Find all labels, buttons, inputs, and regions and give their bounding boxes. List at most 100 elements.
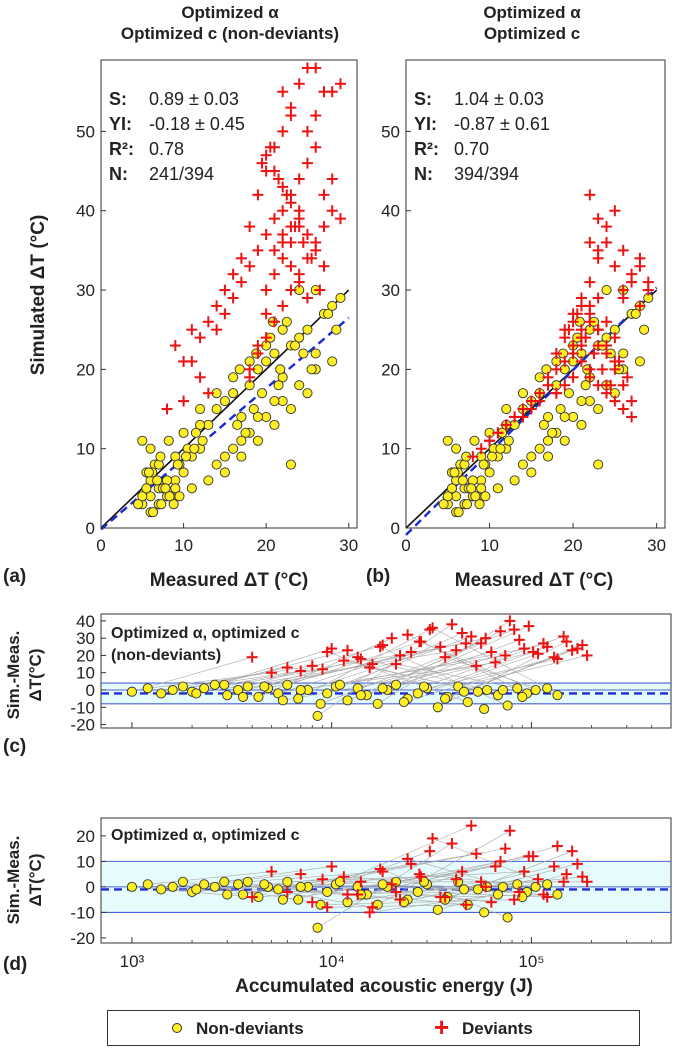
panel-c-nondeviant-point-58 — [517, 691, 528, 702]
panel-b-nondeviant-point-23 — [469, 435, 480, 446]
panel-b-ytick-label-3: 30 — [381, 281, 400, 300]
panel-d-deviant-point-11 — [386, 878, 398, 890]
panel-c-nondeviant-point-57 — [497, 684, 508, 696]
panel-c-nondeviant-point-41 — [552, 690, 563, 701]
panel-c-nondeviant-point-44 — [237, 691, 249, 702]
panel-b-deviant-point-59 — [580, 332, 592, 344]
panel-d-deviant-point-19 — [465, 820, 477, 832]
panel-b-deviant-point-74 — [484, 435, 496, 447]
panel-d-deviant-point-6 — [326, 860, 338, 872]
panel-d-deviant-point-23 — [504, 825, 516, 837]
panel-c-deviant-point-19 — [465, 630, 477, 642]
panel-c-deviant-point-43 — [460, 637, 472, 649]
panel-c-ytick-label-2: 0 — [86, 681, 95, 700]
panel-c-nondeviant-point-7 — [209, 679, 220, 690]
panel-b-nondeviant-point-75 — [478, 459, 489, 470]
panel-c-deviant-point-26 — [532, 648, 544, 660]
panel-d-deviant-point-32 — [321, 901, 333, 913]
panel-a-deviant-point-83 — [293, 213, 305, 225]
panel-c-ytick-label-3: 10 — [76, 664, 95, 683]
panel-b-nondeviant-point-91 — [559, 411, 570, 422]
panel-b-nondeviant-point-92 — [542, 435, 554, 446]
panel-a-nondeviant-point-63 — [285, 403, 296, 415]
panel-c-deviant-point-10 — [377, 639, 389, 651]
panel-b-deviant-point-65 — [575, 300, 587, 312]
panel-b-deviant-point-21 — [592, 213, 604, 225]
panel-c-nondeviant-point-3 — [167, 684, 178, 696]
panel-a-nondeviant-point-87 — [306, 364, 317, 375]
panel-c-ytick-label-5: 30 — [76, 629, 95, 648]
panel-a-ytick-label-0: 0 — [86, 519, 95, 538]
panel-c-ytick-label-1: -10 — [70, 698, 95, 717]
panel-d-deviant-point-46 — [489, 860, 501, 872]
panel-b-deviant-point-31 — [525, 403, 537, 415]
panel-a-deviant-point-67 — [285, 260, 297, 272]
panel-a-deviant-point-40 — [334, 213, 346, 225]
panel-c-axes — [100, 613, 672, 729]
panel-c-ylabel-line2: ΔT(°C) — [26, 648, 45, 701]
panel-b-deviant-point-37 — [617, 403, 629, 415]
panel-d-deviant-point-3 — [295, 868, 307, 880]
panel-a-nondeviant-point-103 — [285, 459, 296, 470]
panel-d-deviant-point-36 — [374, 863, 386, 875]
panel-b-deviant-point-71 — [559, 379, 571, 391]
panel-a-ytick-label-5: 50 — [76, 122, 95, 141]
panel-a-ytick-label-3: 30 — [76, 281, 95, 300]
panel-a-nondeviant-point-99 — [195, 403, 206, 415]
panel-c-nondeviant-point-34 — [482, 684, 493, 696]
panel-c-deviant-point-11 — [386, 632, 398, 644]
panel-c-nondeviant-point-18 — [322, 688, 333, 699]
panel-c-ytick-label-0: -20 — [70, 716, 95, 735]
panel-c-deviant-point-55 — [576, 639, 588, 651]
panel-b-nondeviant-point-54 — [568, 411, 579, 422]
panel-a-deviant-point-80 — [268, 165, 280, 177]
panel-d-deviant-point-38 — [402, 853, 414, 865]
panel-d: 10³ 10⁴ 10⁵ -20 -10 0 10 20 Optimized α, optimi… — [3, 817, 672, 997]
panel-a-nondeviant-point-70 — [152, 475, 163, 486]
panel-b-nondeviant-point-74 — [470, 491, 481, 502]
panel-a-nondeviant-point-50 — [195, 419, 206, 430]
panel-d-deviant-point-49 — [518, 866, 530, 878]
panel-d-annotation: Optimized α, optimized c — [111, 827, 300, 844]
panel-a-deviant-point-61 — [289, 221, 301, 233]
panel-b-nondeviant-point-72 — [453, 507, 464, 518]
panel-d-xtick-label-0: 10³ — [120, 952, 145, 971]
panel-a-nondeviant-point-93 — [219, 451, 230, 462]
panel-d-deviant-point-31 — [581, 876, 593, 888]
panel-a-nondeviant-point-82 — [256, 388, 268, 399]
panel-c-deviant-point-41 — [439, 651, 451, 663]
panel-a-nondeviant-point-97 — [228, 372, 239, 383]
panel-c-nondeviant-point-11 — [253, 691, 264, 702]
panel-a-deviant-point-14 — [219, 284, 231, 296]
panel-d-connector-33 — [343, 876, 478, 890]
panel-d-nondeviant-point-8 — [222, 889, 233, 900]
panel-b-deviant-point-87 — [584, 236, 596, 248]
panel-b-ytick-label-2: 20 — [381, 360, 400, 379]
panel-c-deviant-point-18 — [456, 627, 468, 639]
panel-a-nondeviant-point-92 — [236, 435, 247, 446]
panel-c-connector-51 — [382, 643, 544, 689]
panel-a-stat-value-2: 0.78 — [149, 139, 184, 159]
panel-b-title-line1: Optimized α — [483, 3, 581, 22]
panel-d-connector-35 — [369, 894, 498, 913]
panel-d-deviant-point-24 — [513, 886, 525, 898]
panel-c-nondeviant-point-33 — [472, 686, 483, 697]
panel-b-deviant-point-47 — [559, 332, 571, 344]
panel-b-deviant-point-84 — [609, 363, 621, 375]
panel-a-deviant-point-69 — [301, 292, 313, 304]
panel-a-nondeviant-point-38 — [294, 332, 305, 343]
panel-b-stat-label-0: S: — [414, 89, 432, 109]
panel-d-deviant-point-12 — [394, 894, 406, 906]
panel-a-nondeviant-point-71 — [143, 467, 154, 478]
panel-d-ytick-label-4: 20 — [76, 827, 95, 846]
panel-b-nondeviant-point-68 — [474, 499, 485, 510]
panel-a-deviant-point-29 — [235, 276, 247, 288]
panel-a-deviant-point-59 — [273, 173, 285, 185]
panel-b-deviant-point-62 — [605, 379, 617, 391]
panel-a-axes — [100, 59, 358, 529]
panel-c-deviant-point-50 — [527, 646, 539, 658]
panel-a-stat-value-1: -0.18 ± 0.45 — [149, 114, 245, 134]
panel-a-nondeviant-point-85 — [240, 427, 251, 438]
panel-b-nondeviant-point-48 — [442, 435, 453, 446]
panel-b-ytick-label-5: 50 — [381, 122, 400, 141]
